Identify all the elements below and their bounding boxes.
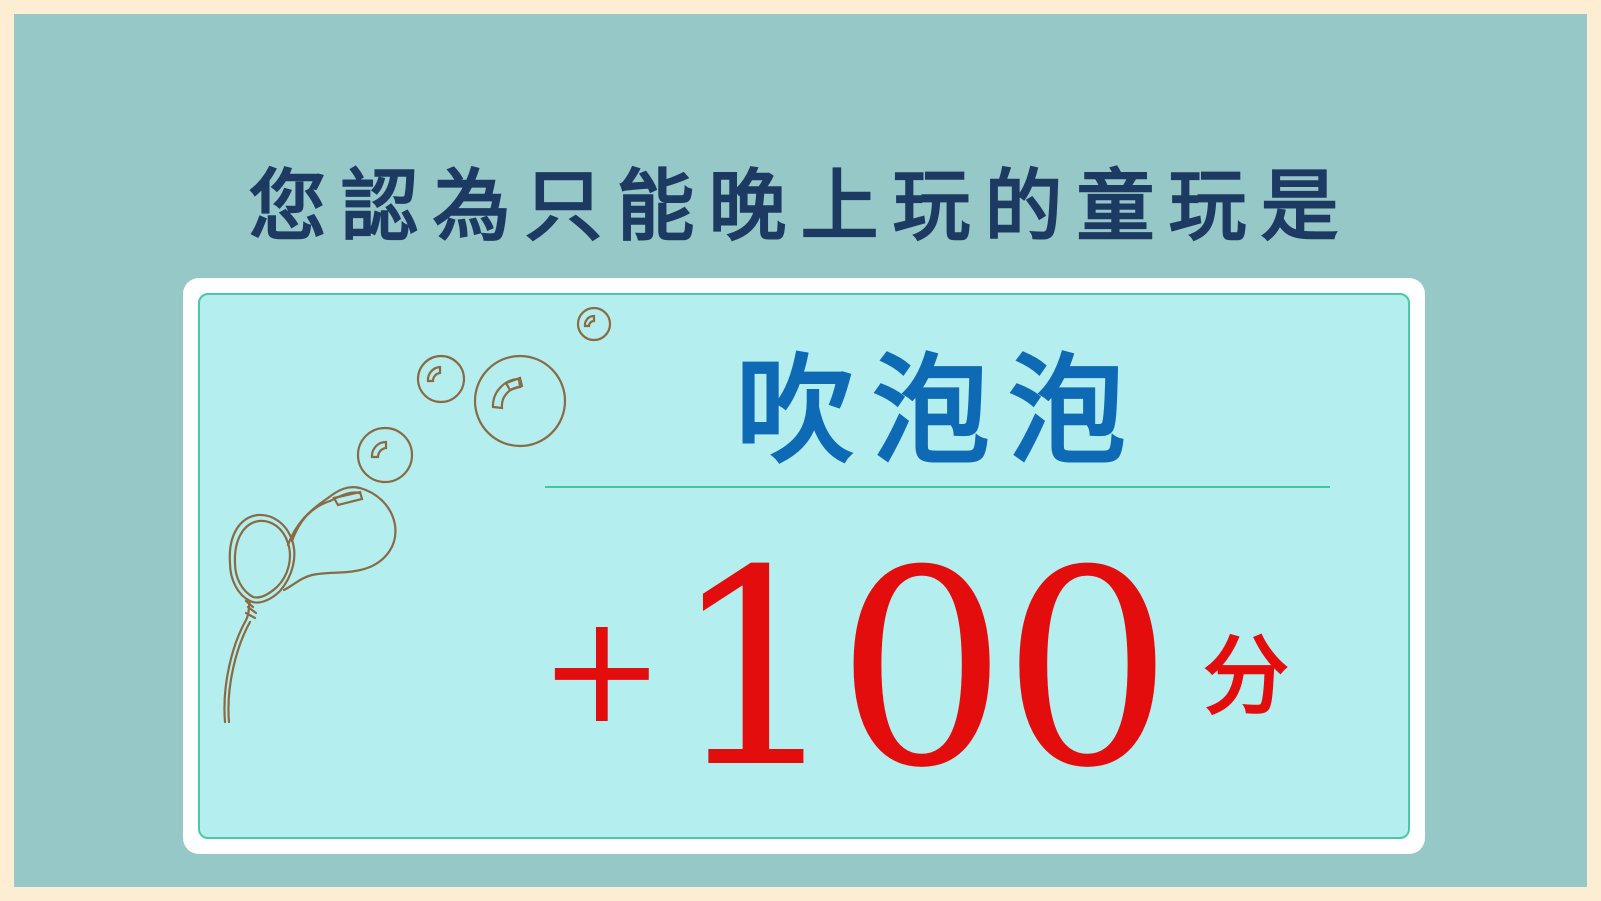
bubble-icon — [576, 306, 612, 342]
answer-card: 吹泡泡 + 100 分 — [183, 278, 1425, 854]
bubble-icon — [416, 354, 466, 404]
divider — [545, 486, 1330, 488]
question-title: 您認為只能晚上玩的童玩是 — [248, 162, 1353, 252]
bubble-wand-icon — [223, 486, 397, 724]
bubble-icon — [473, 354, 567, 448]
slide-background: 您認為只能晚上玩的童玩是 — [14, 14, 1587, 887]
score-value: 100 — [670, 512, 1173, 827]
bubble-icon — [356, 426, 414, 484]
answer-text: 吹泡泡 — [735, 342, 1144, 480]
bubble-illustration — [223, 306, 612, 724]
score-unit: 分 — [1203, 627, 1289, 727]
answer-card-inner: 吹泡泡 + 100 分 — [198, 293, 1410, 839]
score-sign: + — [539, 583, 665, 757]
